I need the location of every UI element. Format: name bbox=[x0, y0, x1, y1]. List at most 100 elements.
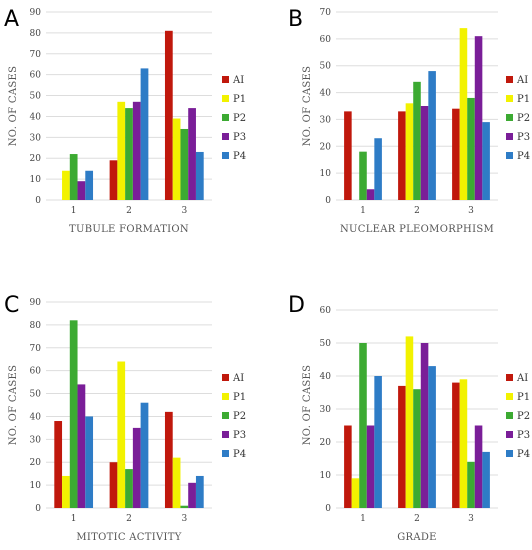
x-tick-label: 1 bbox=[360, 206, 366, 216]
bar-p4-2 bbox=[428, 71, 436, 200]
bar-p4-3 bbox=[482, 122, 490, 200]
x-tick-label: 3 bbox=[468, 206, 474, 216]
legend-swatch-p4 bbox=[506, 152, 513, 159]
bar-ai-1 bbox=[54, 421, 63, 508]
y-tick-label: 0 bbox=[325, 504, 331, 514]
y-tick-label: 40 bbox=[320, 89, 332, 99]
bar-ai-3 bbox=[452, 108, 460, 200]
bar-p2-1 bbox=[359, 151, 367, 200]
legend-label-p3: P3 bbox=[233, 132, 246, 143]
bar-p3-1 bbox=[366, 189, 375, 200]
bar-p1-3 bbox=[459, 28, 468, 200]
y-tick-label: 50 bbox=[30, 92, 42, 102]
bar-ai-1 bbox=[344, 425, 352, 508]
legend-swatch-p4 bbox=[506, 450, 513, 457]
legend-label-p1: P1 bbox=[517, 392, 530, 403]
bar-p1-2 bbox=[405, 103, 414, 200]
y-tick-label: 40 bbox=[30, 412, 42, 422]
x-tick-label: 1 bbox=[71, 514, 77, 524]
bar-ai-2 bbox=[398, 111, 406, 200]
bar-p4-3 bbox=[195, 475, 204, 508]
legend-label-ai: AI bbox=[516, 75, 528, 86]
bar-p4-1 bbox=[374, 138, 382, 200]
chart-panel-d: D 0 10 20 30 40 50 60 NO. OF CASES GRADE 1 2 3 AI P1 P2… bbox=[288, 293, 530, 543]
y-tick-label: 10 bbox=[30, 175, 42, 185]
y-tick-label: 30 bbox=[30, 435, 42, 445]
x-tick-label: 2 bbox=[414, 514, 420, 524]
x-axis-label: MITOTIC ACTIVITY bbox=[76, 532, 181, 543]
bar-p3-2 bbox=[420, 106, 429, 200]
x-axis-label: GRADE bbox=[397, 532, 437, 543]
legend-label-p1: P1 bbox=[517, 94, 530, 105]
legend-label-ai: AI bbox=[516, 373, 528, 384]
bar-p3-1 bbox=[366, 425, 375, 508]
x-tick-label: 2 bbox=[414, 206, 420, 216]
x-tick-label: 1 bbox=[360, 514, 366, 524]
bar-p4-1 bbox=[85, 416, 94, 508]
legend-swatch-p4 bbox=[222, 450, 229, 457]
x-tick-label: 3 bbox=[468, 514, 474, 524]
y-axis-label: NO. OF CASES bbox=[302, 66, 313, 147]
y-tick-label: 0 bbox=[35, 196, 41, 206]
bar-ai-3 bbox=[452, 382, 460, 508]
bar-p4-2 bbox=[140, 68, 149, 201]
bar-p3-2 bbox=[132, 101, 141, 200]
bar-p1-2 bbox=[117, 101, 126, 200]
legend-swatch-ai bbox=[222, 76, 229, 83]
bar-p1-1 bbox=[351, 478, 360, 508]
y-tick-label: 20 bbox=[30, 458, 42, 468]
bar-p3-1 bbox=[77, 384, 86, 508]
bar-p2-2 bbox=[413, 389, 421, 508]
bar-p4-1 bbox=[374, 376, 382, 508]
legend-label-p3: P3 bbox=[517, 430, 530, 441]
y-tick-label: 70 bbox=[30, 344, 42, 354]
y-tick-label: 0 bbox=[325, 196, 331, 206]
y-tick-label: 60 bbox=[30, 71, 42, 81]
legend-label-p4: P4 bbox=[517, 449, 530, 460]
bar-ai-3 bbox=[164, 30, 173, 200]
bar-p1-2 bbox=[117, 361, 126, 508]
panel-letter: C bbox=[4, 293, 19, 318]
chart-panel-b: B 0 10 20 30 40 50 60 70 NO. OF CASES NUCLEAR PLEO… bbox=[288, 7, 530, 235]
bar-p3-3 bbox=[188, 108, 196, 200]
y-tick-label: 60 bbox=[320, 306, 332, 316]
legend-label-p4: P4 bbox=[233, 449, 246, 460]
bar-p4-2 bbox=[428, 366, 436, 508]
bar-p1-2 bbox=[405, 336, 414, 508]
bar-p2-3 bbox=[467, 97, 475, 200]
bar-p3-2 bbox=[420, 343, 429, 508]
bar-p4-3 bbox=[482, 451, 490, 508]
y-tick-label: 30 bbox=[30, 133, 42, 143]
legend-label-p2: P2 bbox=[233, 113, 246, 124]
legend-label-p4: P4 bbox=[233, 151, 246, 162]
legend-label-p4: P4 bbox=[517, 151, 530, 162]
x-tick-label: 3 bbox=[181, 514, 187, 524]
legend-swatch-ai bbox=[506, 374, 513, 381]
legend-swatch-ai bbox=[222, 374, 229, 381]
y-tick-label: 60 bbox=[320, 35, 332, 45]
bar-p3-2 bbox=[132, 427, 141, 508]
bar-p4-1 bbox=[85, 170, 94, 200]
y-tick-label: 50 bbox=[320, 339, 332, 349]
x-tick-label: 2 bbox=[126, 206, 132, 216]
bar-p2-1 bbox=[359, 343, 367, 508]
bar-ai-3 bbox=[164, 411, 173, 508]
bar-p2-3 bbox=[180, 505, 189, 508]
chart-panel-a: A 0 10 20 30 40 50 60 70 80 90 NO. OF CASES TUBULE F… bbox=[4, 7, 246, 235]
legend-swatch-p1 bbox=[506, 95, 513, 102]
bar-p3-3 bbox=[474, 425, 483, 508]
legend-label-ai: AI bbox=[232, 373, 244, 384]
bar-p3-3 bbox=[474, 36, 483, 200]
y-tick-label: 50 bbox=[30, 390, 42, 400]
y-tick-label: 40 bbox=[320, 372, 332, 382]
x-axis-label: TUBULE FORMATION bbox=[69, 224, 189, 235]
y-tick-label: 20 bbox=[30, 154, 42, 164]
y-tick-label: 80 bbox=[30, 29, 42, 39]
bar-p2-2 bbox=[125, 108, 133, 200]
y-tick-label: 10 bbox=[320, 169, 332, 179]
legend-label-p1: P1 bbox=[233, 392, 246, 403]
legend-swatch-p1 bbox=[222, 95, 229, 102]
y-axis-label: NO. OF CASES bbox=[8, 66, 19, 147]
y-axis-label: NO. OF CASES bbox=[302, 365, 313, 446]
y-axis-label: NO. OF CASES bbox=[8, 365, 19, 446]
